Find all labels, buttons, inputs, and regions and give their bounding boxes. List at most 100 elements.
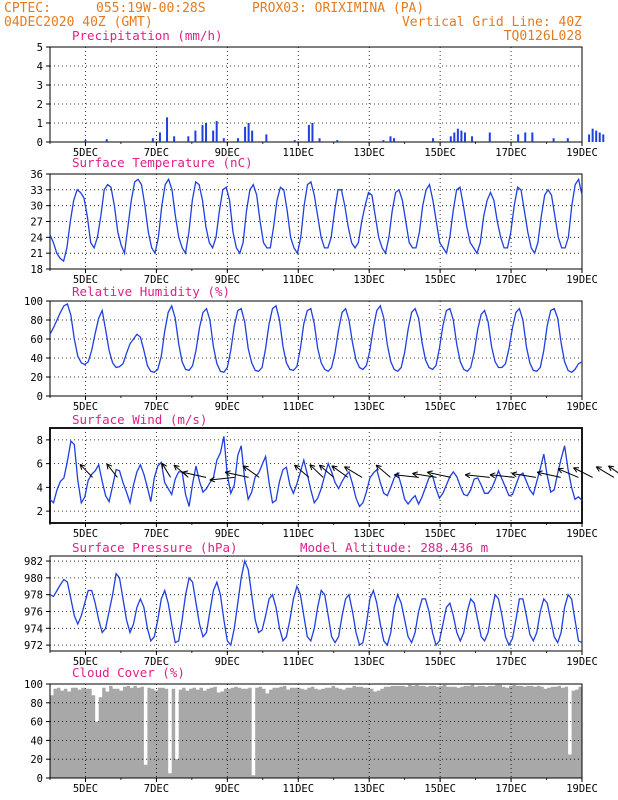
cloud-cover-area [50,684,582,778]
x-tick-label: 13DEC [353,274,385,286]
wind-arrow-head [106,463,113,470]
y-tick-label: 60 [30,334,43,346]
x-tick-label: 5DEC [73,528,98,540]
wind-arrow-head [331,465,338,472]
precip-bar [389,136,392,142]
x-tick-label: 17DEC [495,274,527,286]
wind-arrow-head [161,462,168,469]
x-tick-label: 11DEC [282,656,314,668]
y-tick-label: 80 [30,315,43,327]
x-tick-label: 7DEC [144,783,169,795]
wind-arrow [557,468,579,478]
x-tick-label: 13DEC [353,401,385,413]
precip-bar [158,132,161,142]
panel-frame [49,683,583,779]
temp-title: Surface Temperature (nC) [72,155,253,170]
x-tick-label: 11DEC [282,147,314,159]
wind-arrow [465,474,490,478]
temperature-line [49,177,583,263]
x-tick-label: 5DEC [73,656,98,668]
x-tick-label: 9DEC [215,656,240,668]
precip-bar [84,140,87,142]
wind-arrow-head [182,470,189,477]
wind-arrow [309,464,324,478]
precip-bar [293,140,296,142]
wind-arrow [161,463,172,478]
y-tick-label: 0 [37,391,43,403]
y-tick-label: 976 [24,606,43,618]
wind-arrow [608,465,618,474]
precip-bar [463,132,466,142]
wind-arrow-head [595,466,602,472]
x-tick-label: 17DEC [495,528,527,540]
precip-bar [212,130,215,142]
wind-arrow-head [309,464,316,471]
precip-bar [598,132,601,142]
x-tick-label: 13DEC [353,528,385,540]
y-tick-label: 978 [24,590,43,602]
y-tick-label: 1 [37,118,43,130]
precip-bar [531,132,534,142]
precip-bar [460,130,463,142]
y-tick-label: 30 [30,201,43,213]
precip-bar [488,132,491,142]
precip-bar [236,138,239,142]
x-tick-label: 7DEC [144,656,169,668]
precip-bar [393,138,396,142]
x-tick-label: 13DEC [353,147,385,159]
wind-arrow [375,464,391,478]
wind-arrow [412,473,437,478]
wind-arrow [182,471,207,478]
panel-frame [49,555,583,652]
precip-bar [566,138,569,142]
rh-title: Relative Humidity (%) [72,284,230,299]
x-tick-label: 11DEC [282,401,314,413]
precip-bar [244,126,247,142]
x-tick-label: 15DEC [424,147,456,159]
y-tick-label: 3 [37,80,43,92]
y-tick-label: 36 [30,169,43,181]
precip-bar [166,117,169,142]
altitude-label: Model Altitude: 288.436 m [300,540,488,555]
y-tick-label: 5 [37,42,43,54]
wind-speed-line [49,436,583,508]
wind-arrow [294,464,310,478]
y-tick-label: 24 [30,232,43,244]
y-tick-label: 6 [37,459,43,471]
wind-arrow-head [608,465,615,472]
precip-bar [456,128,459,142]
y-tick-label: 0 [37,137,43,149]
wind-arrow [511,473,536,478]
x-tick-label: 19DEC [566,656,598,668]
precip-title: Precipitation (mm/h) [72,28,223,43]
cloud-title: Cloud Cover (%) [72,665,185,680]
panel-frame [49,300,583,397]
header-station: PROX03: ORIXIMINA (PA) [252,1,424,16]
precip-bar [173,136,176,142]
y-tick-label: 0 [37,773,43,785]
x-tick-label: 15DEC [424,783,456,795]
x-tick-label: 15DEC [424,274,456,286]
x-tick-label: 17DEC [495,401,527,413]
wind-arrow [427,471,451,478]
wind-arrow [331,465,349,478]
wind-arrow-head [294,464,301,471]
x-tick-label: 7DEC [144,528,169,540]
precip-bar [201,124,204,142]
wind-arrow [344,466,363,478]
wind-arrow [537,471,561,478]
x-tick-label: 11DEC [282,274,314,286]
wind-arrow-head [489,472,496,479]
y-tick-label: 60 [30,717,43,729]
header-coords: 055:19W-00:28S [96,1,206,16]
wind-arrow-head [344,466,351,472]
y-tick-label: 20 [30,372,43,384]
y-tick-label: 2 [37,99,43,111]
wind-arrow-head [79,463,86,470]
y-tick-label: 4 [37,61,43,73]
precip-bar [595,130,598,142]
y-tick-label: 33 [30,185,43,197]
wind-arrow-head [511,471,518,478]
x-tick-label: 7DEC [144,274,169,286]
wind-arrow [573,467,593,478]
